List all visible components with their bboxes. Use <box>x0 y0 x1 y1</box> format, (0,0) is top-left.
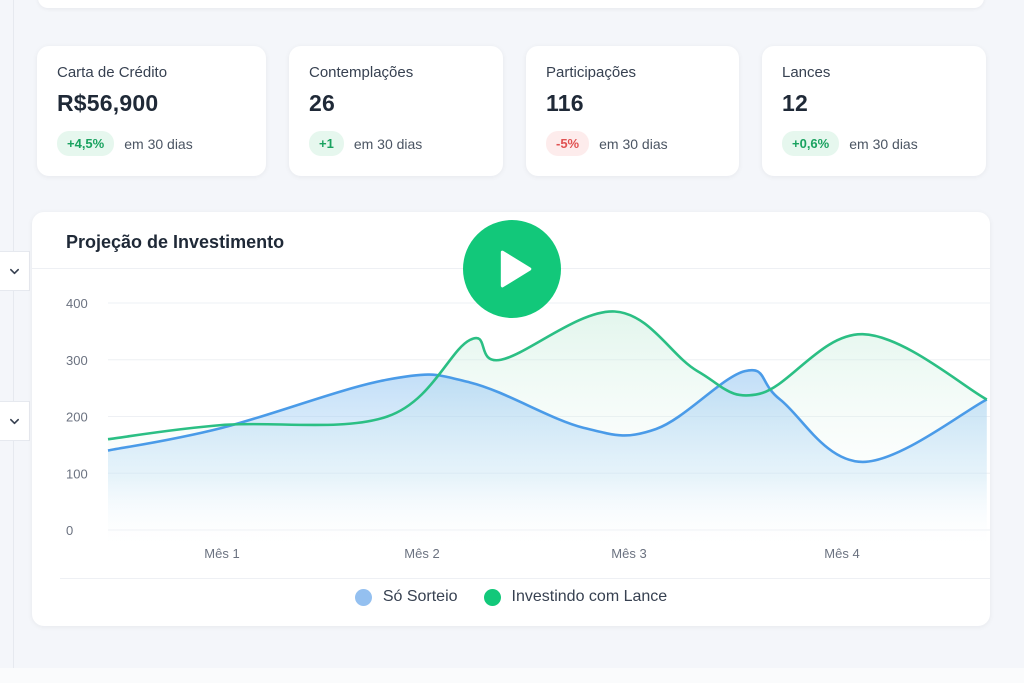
y-tick-label: 100 <box>66 466 88 481</box>
stat-card-bids: Lances 12 +0,6% em 30 dias <box>762 46 986 176</box>
x-tick-label: Mês 2 <box>404 546 439 561</box>
x-tick-label: Mês 4 <box>824 546 859 561</box>
sidebar-toggle[interactable] <box>0 401 30 441</box>
play-icon <box>500 250 532 288</box>
stat-value: 12 <box>782 90 808 116</box>
sidebar-rail <box>0 0 14 683</box>
stat-period: em 30 dias <box>849 135 918 152</box>
investment-chart: 0 100 200 300 400 Mês 1 Mês 2 Mês 3 Mês 4 <box>66 296 990 561</box>
legend-swatch <box>483 588 501 606</box>
stat-label: Lances <box>782 64 831 81</box>
stat-value: 26 <box>309 90 335 116</box>
chevron-down-icon <box>10 418 19 424</box>
stat-change-badge: +0,6% <box>782 131 840 156</box>
series-line <box>107 310 988 441</box>
stat-card-credit: Carta de Crédito R$56,900 +4,5% em 30 di… <box>37 46 266 176</box>
footer-strip <box>0 668 1024 683</box>
series-line <box>107 368 988 464</box>
legend-item-lance[interactable]: Investindo com Lance <box>483 588 668 606</box>
legend-label: Só Sorteio <box>382 588 458 605</box>
stat-card-contemplations: Contemplações 26 +1 em 30 dias <box>289 46 503 176</box>
stat-change-badge: +4,5% <box>57 131 115 156</box>
y-tick-label: 0 <box>66 523 73 538</box>
stat-card-participations: Participações 116 -5% em 30 dias <box>526 46 739 176</box>
stat-change-badge: +1 <box>309 131 344 156</box>
stat-value: R$56,900 <box>57 90 159 116</box>
legend-item-sorteio[interactable]: Só Sorteio <box>354 588 458 606</box>
investment-chart-card: Projeção de Investimento 0 100 200 300 400 Mê… <box>32 212 990 626</box>
stat-label: Contemplações <box>309 64 414 81</box>
series-area <box>108 370 987 550</box>
stat-period: em 30 dias <box>353 135 423 152</box>
header-card <box>38 0 984 8</box>
stat-change-badge: -5% <box>546 131 590 156</box>
stat-period: em 30 dias <box>124 135 193 152</box>
stat-value: 116 <box>546 90 584 116</box>
chart-title: Projeção de Investimento <box>66 232 285 252</box>
stat-label: Participações <box>546 64 637 81</box>
stat-label: Carta de Crédito <box>57 64 168 81</box>
y-tick-label: 400 <box>66 296 88 311</box>
y-tick-label: 300 <box>66 353 88 368</box>
x-tick-label: Mês 3 <box>611 546 646 561</box>
y-tick-label: 200 <box>66 410 88 425</box>
divider <box>60 578 990 579</box>
sidebar-toggle[interactable] <box>0 251 30 291</box>
legend-label: Investindo com Lance <box>511 588 668 605</box>
legend-swatch <box>354 588 372 606</box>
chart-legend: Só Sorteio Investindo com Lance <box>32 588 990 606</box>
chevron-down-icon <box>10 268 19 274</box>
play-button[interactable] <box>463 220 561 318</box>
stat-period: em 30 dias <box>599 135 668 152</box>
x-tick-label: Mês 1 <box>204 546 239 561</box>
